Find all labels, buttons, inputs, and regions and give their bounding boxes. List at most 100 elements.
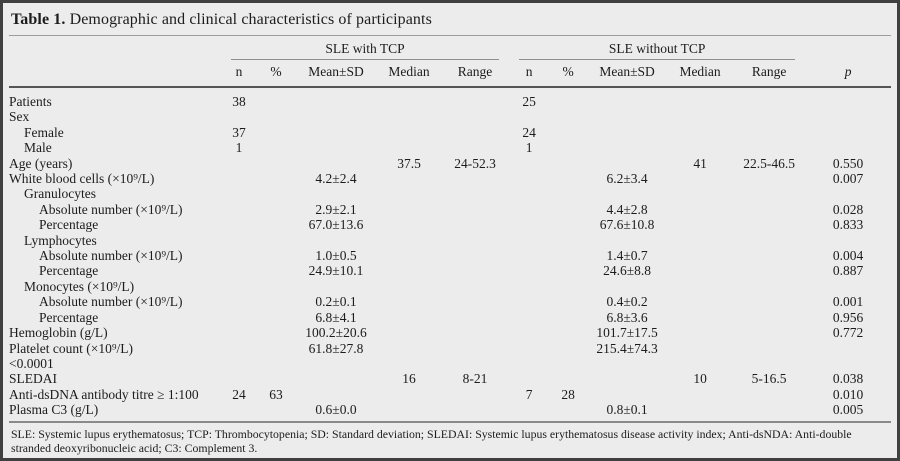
cell xyxy=(549,279,587,294)
cell xyxy=(441,310,509,325)
cell xyxy=(257,186,295,201)
table-row: Age (years) 37.5 24-52.3 41 22.5-46.5 0.550 xyxy=(9,156,891,171)
cell xyxy=(257,248,295,263)
cell: 0.833 xyxy=(832,217,864,233)
cell xyxy=(549,202,587,217)
cell xyxy=(549,217,587,232)
cell xyxy=(221,248,257,263)
cell xyxy=(667,356,733,371)
cell: 67.6±10.8 xyxy=(599,217,655,233)
row-label: Age (years) xyxy=(9,155,73,171)
cell xyxy=(509,402,550,423)
cell: 1.0±0.5 xyxy=(315,248,357,264)
cell xyxy=(441,402,510,423)
cell: 28 xyxy=(561,386,575,402)
cell xyxy=(587,233,667,248)
row-label: Hemoglobin (g/L) xyxy=(9,325,108,341)
table-body: Patients 38 25 Sex Female 37 24 Male 1 1 Age (year… xyxy=(9,87,892,423)
table-row: Hemoglobin (g/L) 100.2±20.6 101.7±17.5 0.77… xyxy=(9,325,891,340)
cell xyxy=(441,263,509,278)
cell xyxy=(441,233,509,248)
cell xyxy=(377,87,441,109)
cell xyxy=(257,341,295,356)
cell xyxy=(587,186,667,201)
cell xyxy=(257,310,295,325)
cell xyxy=(295,279,377,294)
row-label: Absolute number (×10⁹/L) xyxy=(39,248,183,264)
row-label: Percentage xyxy=(39,217,99,233)
cell xyxy=(733,279,805,294)
cell xyxy=(221,186,257,201)
cell: 100.2±20.6 xyxy=(305,325,367,341)
cell xyxy=(667,186,733,201)
cell xyxy=(509,263,549,278)
cell xyxy=(377,279,441,294)
label-column-spacer xyxy=(9,36,221,60)
cell: 0.550 xyxy=(832,155,864,171)
cell xyxy=(509,341,549,356)
cell: 38 xyxy=(232,94,246,109)
cell xyxy=(733,387,805,402)
cell: 6.8±4.1 xyxy=(315,309,357,325)
cell xyxy=(667,402,734,423)
cell: 0.010 xyxy=(832,386,864,402)
cell: 0.005 xyxy=(805,402,892,423)
cell xyxy=(587,125,667,140)
cell xyxy=(441,325,509,340)
cell xyxy=(549,263,587,278)
row-label: Female xyxy=(24,124,64,140)
cell: 24-52.3 xyxy=(454,155,496,171)
cell xyxy=(667,263,733,278)
cell xyxy=(667,202,733,217)
cell: 101.7±17.5 xyxy=(596,325,658,341)
cell xyxy=(549,125,587,140)
table-row: Female 37 24 xyxy=(9,125,891,140)
row-label: Plasma C3 (g/L) xyxy=(9,402,221,423)
cell xyxy=(295,156,377,171)
cell: 22.5-46.5 xyxy=(743,155,795,171)
row-label: Anti-dsDNA antibody titre ≥ 1:100 xyxy=(9,386,199,402)
cell xyxy=(257,217,295,232)
row-label: SLEDAI xyxy=(9,371,57,387)
cell xyxy=(509,156,549,171)
cell: 0.2±0.1 xyxy=(315,294,357,310)
cell xyxy=(377,171,441,186)
cell xyxy=(509,248,549,263)
cell: 7 xyxy=(525,386,533,402)
cell xyxy=(549,294,587,309)
cell: 67.0±13.6 xyxy=(308,217,364,233)
cell xyxy=(805,186,891,201)
column-header-median-1: Median xyxy=(377,60,441,88)
cell xyxy=(221,341,257,356)
cell xyxy=(221,371,257,386)
cell xyxy=(377,109,441,124)
cell xyxy=(733,325,805,340)
cell xyxy=(549,186,587,201)
cell xyxy=(257,263,295,278)
cell xyxy=(509,171,549,186)
cell xyxy=(587,371,667,386)
cell: 37 xyxy=(232,124,246,140)
table-row: Male 1 1 xyxy=(9,140,891,155)
cell xyxy=(733,402,806,423)
cell xyxy=(733,202,805,217)
table-row: Lymphocytes xyxy=(9,233,891,248)
cell xyxy=(441,341,509,356)
cell xyxy=(549,325,587,340)
cell: 24 xyxy=(232,386,246,402)
cell xyxy=(441,109,509,124)
cell xyxy=(667,248,733,263)
group-header-sle-without-tcp: SLE without TCP xyxy=(509,36,805,60)
cell xyxy=(667,310,733,325)
cell xyxy=(441,202,509,217)
cell xyxy=(587,156,667,171)
cell xyxy=(587,109,667,124)
cell xyxy=(549,109,587,124)
table-row: Plasma C3 (g/L) 0.6±0.0 0.8±0.1 0.005 xyxy=(9,402,892,423)
cell xyxy=(733,233,805,248)
table-row: Absolute number (×10⁹/L) 1.0±0.5 1.4±0.7 0.… xyxy=(9,248,891,263)
column-header-pct-2: % xyxy=(549,60,588,88)
cell xyxy=(257,140,295,155)
cell xyxy=(377,217,441,232)
cell xyxy=(257,202,295,217)
